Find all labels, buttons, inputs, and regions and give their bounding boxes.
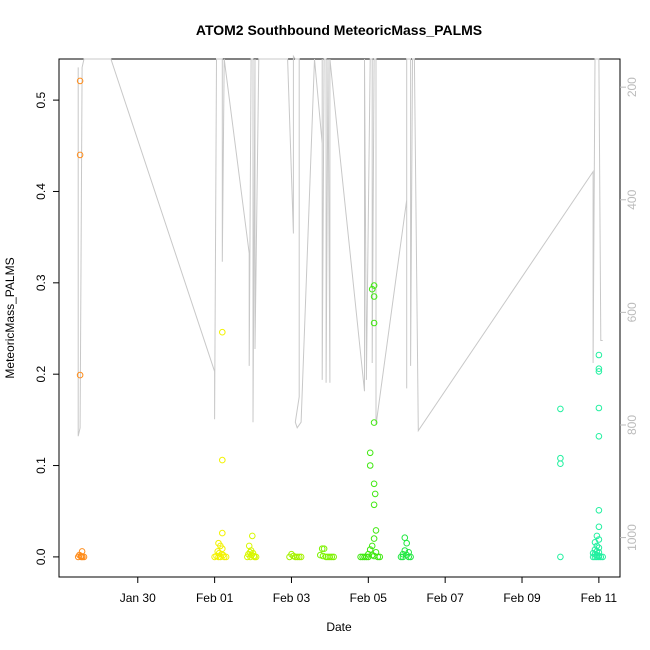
data-point: [320, 545, 328, 553]
data-point: [217, 553, 224, 561]
data-point: [557, 460, 564, 468]
y-axis-label: MeteoricMass_PALMS: [3, 257, 17, 378]
right-tick-label: 800: [625, 415, 639, 435]
data-point: [366, 449, 374, 457]
data-point: [595, 368, 603, 375]
x-tick-label: Feb 09: [503, 591, 541, 605]
x-tick-label: Feb 11: [581, 591, 618, 605]
data-point: [595, 404, 603, 412]
x-tick-label: Feb 07: [426, 591, 464, 605]
data-point: [374, 553, 382, 561]
data-point: [293, 553, 301, 561]
data-point: [361, 553, 368, 561]
data-point: [403, 551, 411, 559]
data-point: [595, 351, 603, 359]
data-point: [370, 535, 378, 542]
data-point: [372, 527, 380, 534]
data-point: [595, 433, 603, 440]
data-point: [76, 371, 84, 379]
data-point: [370, 419, 378, 426]
data-point: [370, 319, 378, 327]
right-tick-label: 1000: [625, 524, 639, 551]
data-point: [368, 542, 376, 550]
y-tick-label: 0.1: [34, 457, 48, 474]
data-point: [363, 553, 370, 561]
right-tick-label: 200: [625, 77, 639, 97]
data-point: [401, 534, 409, 542]
data-point: [370, 501, 378, 509]
secondary-series-line: [77, 54, 603, 437]
data-point: [295, 553, 303, 561]
y-axis: 0.0 0.1 0.2 0.3 0.4 0.5: [34, 91, 59, 565]
data-point: [370, 282, 378, 289]
data-point: [591, 539, 599, 546]
data-point: [252, 553, 260, 561]
secondary-series-layer: [77, 54, 603, 437]
data-point: [318, 545, 326, 553]
x-axis-label: Date: [326, 620, 352, 634]
x-tick-label: Feb 05: [350, 591, 388, 605]
data-point: [595, 544, 603, 552]
y-tick-label: 0.0: [34, 548, 48, 565]
data-point: [76, 77, 84, 85]
data-point: [557, 454, 564, 462]
data-point: [244, 553, 251, 561]
data-point: [368, 285, 376, 293]
data-point: [595, 523, 603, 531]
y-tick-label: 0.2: [34, 366, 48, 383]
plot-frame: [58, 58, 621, 578]
data-point: [328, 553, 336, 561]
data-point: [317, 551, 324, 559]
data-point: [597, 553, 605, 561]
data-point: [76, 151, 84, 159]
data-point: [219, 529, 226, 537]
data-point: [599, 553, 607, 561]
right-tick-label: 600: [625, 302, 639, 322]
data-point: [405, 553, 413, 561]
data-point: [215, 553, 222, 561]
data-point: [366, 462, 374, 469]
data-point: [78, 553, 85, 561]
data-point: [593, 532, 601, 540]
data-point: [74, 553, 82, 561]
data-point: [376, 553, 384, 561]
chart-title: ATOM2 Southbound MeteoricMass_PALMS: [196, 22, 482, 38]
data-point: [595, 507, 603, 514]
data-point: [407, 553, 414, 561]
data-point: [371, 490, 379, 498]
data-point: [326, 553, 334, 561]
data-point: [595, 365, 603, 373]
x-tick-label: Feb 03: [273, 591, 311, 605]
data-point: [219, 328, 226, 336]
data-point: [397, 553, 405, 561]
x-axis: Jan 30 Feb 01 Feb 03 Feb 05 Feb 07 Feb 09 Feb …: [120, 576, 618, 605]
data-point: [595, 553, 603, 561]
y-tick-label: 0.5: [34, 91, 48, 108]
data-point: [370, 293, 378, 300]
y-tick-label: 0.3: [34, 274, 48, 291]
data-point: [557, 553, 564, 561]
data-point: [557, 405, 564, 413]
right-axis: 200 400 600 800 1000: [620, 77, 639, 551]
data-point: [365, 553, 372, 561]
y-tick-label: 0.4: [34, 183, 48, 200]
data-points-layer: [74, 77, 607, 561]
data-point: [249, 532, 256, 540]
data-point: [219, 456, 226, 464]
right-tick-label: 400: [625, 189, 639, 209]
data-point: [370, 480, 378, 488]
x-tick-label: Jan 30: [120, 591, 156, 605]
data-point: [330, 553, 338, 561]
data-point: [297, 553, 305, 561]
x-tick-label: Feb 01: [196, 591, 234, 605]
data-point: [403, 539, 411, 547]
